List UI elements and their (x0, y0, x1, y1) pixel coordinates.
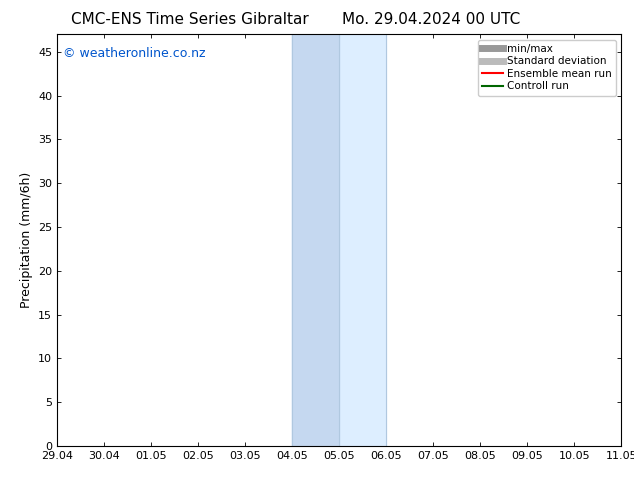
Bar (292, 34, 386, 446)
Legend: min/max, Standard deviation, Ensemble mean run, Controll run: min/max, Standard deviation, Ensemble me… (478, 40, 616, 96)
Bar (292, 34, 339, 446)
Text: CMC-ENS Time Series Gibraltar: CMC-ENS Time Series Gibraltar (71, 12, 309, 27)
Text: © weatheronline.co.nz: © weatheronline.co.nz (63, 47, 205, 60)
Text: Mo. 29.04.2024 00 UTC: Mo. 29.04.2024 00 UTC (342, 12, 521, 27)
Y-axis label: Precipitation (mm/6h): Precipitation (mm/6h) (20, 172, 32, 308)
